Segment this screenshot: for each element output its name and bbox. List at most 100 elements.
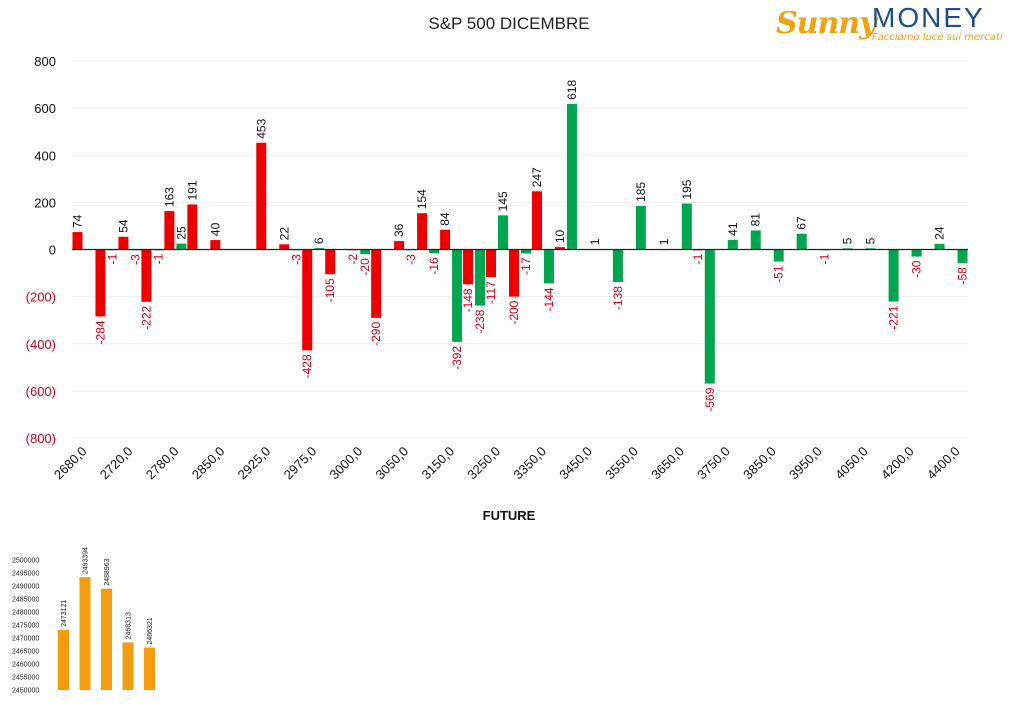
future-y-tick-label: 2495000 xyxy=(12,571,39,578)
bar xyxy=(417,213,428,250)
bar xyxy=(612,249,623,283)
chart-title: S&P 500 DICEMBRE xyxy=(428,14,590,33)
x-tick-label: 3850,0 xyxy=(740,444,779,483)
bar-data-label: -30 xyxy=(910,260,924,278)
future-bar-label: 2488963 xyxy=(104,558,111,585)
bar xyxy=(566,103,577,250)
x-tick-label: 3750,0 xyxy=(694,444,733,483)
y-tick-label: 800 xyxy=(34,54,56,69)
bar-data-label: -2 xyxy=(346,254,360,265)
bar-data-label: 191 xyxy=(185,180,199,200)
future-y-tick-label: 2455000 xyxy=(12,675,39,682)
y-tick-label: 200 xyxy=(34,195,56,210)
future-y-tick-label: 2500000 xyxy=(12,558,39,565)
bar-data-label: -138 xyxy=(611,286,625,310)
bar xyxy=(888,249,899,302)
bar xyxy=(360,249,371,255)
bar xyxy=(463,249,474,285)
bar xyxy=(773,249,784,262)
bar xyxy=(681,203,692,250)
logo-sunny-script: Sunny xyxy=(776,6,877,41)
future-bar-label: 2468313 xyxy=(126,612,133,639)
bar xyxy=(911,249,922,257)
x-tick-label: 2850,0 xyxy=(189,444,228,483)
bar xyxy=(164,211,175,250)
future-bar-chart: 2500000 2495000 2490000 2485000 2480000 24750… xyxy=(12,547,155,695)
bar-data-label: 1 xyxy=(657,238,671,245)
future-bar xyxy=(58,629,69,690)
bar-data-label: -290 xyxy=(369,322,383,346)
bar xyxy=(325,249,336,275)
logo-money-word: MONEY xyxy=(872,2,985,33)
x-tick-label: 2680,0 xyxy=(51,444,90,483)
bar-data-label: 1 xyxy=(588,238,602,245)
sunny-money-logo: Sunny MONEY Facciamo luce sui mercati xyxy=(776,2,1012,48)
bar xyxy=(440,229,451,250)
x-tick-label: 3650,0 xyxy=(648,444,687,483)
bar-data-label: -51 xyxy=(772,265,786,283)
x-tick-label: 4200,0 xyxy=(878,444,917,483)
future-bar xyxy=(79,577,91,690)
future-bar-label: 2473121 xyxy=(61,600,68,627)
bar-data-label: -221 xyxy=(887,305,901,329)
bar-data-label: 6 xyxy=(312,237,326,244)
bar xyxy=(429,249,440,254)
bar xyxy=(279,244,290,250)
y-tick-label: (200) xyxy=(26,290,56,305)
x-tick-label: 3050,0 xyxy=(373,444,412,483)
bar xyxy=(727,239,738,250)
bar xyxy=(256,142,267,250)
bar xyxy=(210,240,221,250)
y-tick-label: (800) xyxy=(26,431,56,446)
bar-data-label: -284 xyxy=(93,320,107,344)
future-y-tick-label: 2450000 xyxy=(12,688,39,695)
bar-data-label: 154 xyxy=(415,189,429,209)
future-y-tick-label: 2480000 xyxy=(12,610,39,617)
bar-data-label: -148 xyxy=(461,288,475,312)
bar-data-label: -1 xyxy=(691,253,705,264)
x-tick-label: 2925,0 xyxy=(235,444,274,483)
future-bar xyxy=(144,647,155,690)
bar xyxy=(141,249,152,302)
bar-data-label: 22 xyxy=(277,227,291,241)
bar xyxy=(486,249,497,278)
bar xyxy=(394,241,405,250)
bar xyxy=(302,249,313,351)
bar xyxy=(635,205,646,250)
bar-data-label: -17 xyxy=(519,257,533,275)
bar-data-label: -200 xyxy=(507,300,521,324)
y-tick-label: 600 xyxy=(34,101,56,116)
bar xyxy=(95,249,106,317)
bar-data-label: 74 xyxy=(70,214,84,228)
future-chart-title: FUTURE xyxy=(482,508,536,523)
bar xyxy=(543,249,554,284)
bar-data-label: 25 xyxy=(174,226,188,240)
future-bar xyxy=(101,588,112,690)
bar-data-label: 185 xyxy=(634,182,648,202)
x-tick-label: 3350,0 xyxy=(510,444,549,483)
bar-data-label: -238 xyxy=(473,309,487,333)
bar xyxy=(452,249,463,342)
bar-data-label: -3 xyxy=(289,254,303,265)
bar xyxy=(118,236,129,250)
bar-data-label: 84 xyxy=(438,212,452,226)
bar xyxy=(531,191,542,250)
bar-data-label: -222 xyxy=(139,305,153,329)
bar-data-label: 5 xyxy=(864,237,878,244)
future-y-tick-label: 2490000 xyxy=(12,584,39,591)
bar-data-label: 195 xyxy=(680,179,694,199)
bar-data-label: -1 xyxy=(151,253,165,264)
bar xyxy=(371,249,382,318)
bar-data-label: -1 xyxy=(105,253,119,264)
bar-data-label: 453 xyxy=(254,118,268,138)
future-y-tick-label: 2485000 xyxy=(12,597,39,604)
x-tick-label: 4400,0 xyxy=(924,444,963,483)
bar xyxy=(704,249,715,384)
logo-tagline: Facciamo luce sui mercati xyxy=(872,32,1003,43)
bar-data-label: 40 xyxy=(208,222,222,236)
future-bar-label: 2466321 xyxy=(147,617,154,644)
bar-data-label: 618 xyxy=(565,80,579,100)
bar-data-label: 81 xyxy=(749,213,763,227)
bar-data-label: 10 xyxy=(553,229,567,243)
